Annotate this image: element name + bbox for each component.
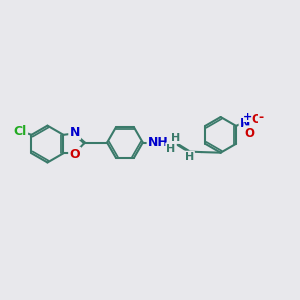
Text: H: H [184, 152, 194, 162]
Text: O: O [69, 148, 80, 161]
Text: O: O [252, 113, 262, 126]
Text: N: N [240, 117, 250, 130]
Text: Cl: Cl [14, 125, 27, 138]
Text: H: H [170, 133, 180, 143]
Text: -: - [259, 111, 264, 124]
Text: N: N [70, 126, 80, 139]
Text: +: + [243, 112, 252, 122]
Text: O: O [244, 127, 254, 140]
Text: H: H [167, 143, 176, 154]
Text: NH: NH [148, 136, 169, 149]
